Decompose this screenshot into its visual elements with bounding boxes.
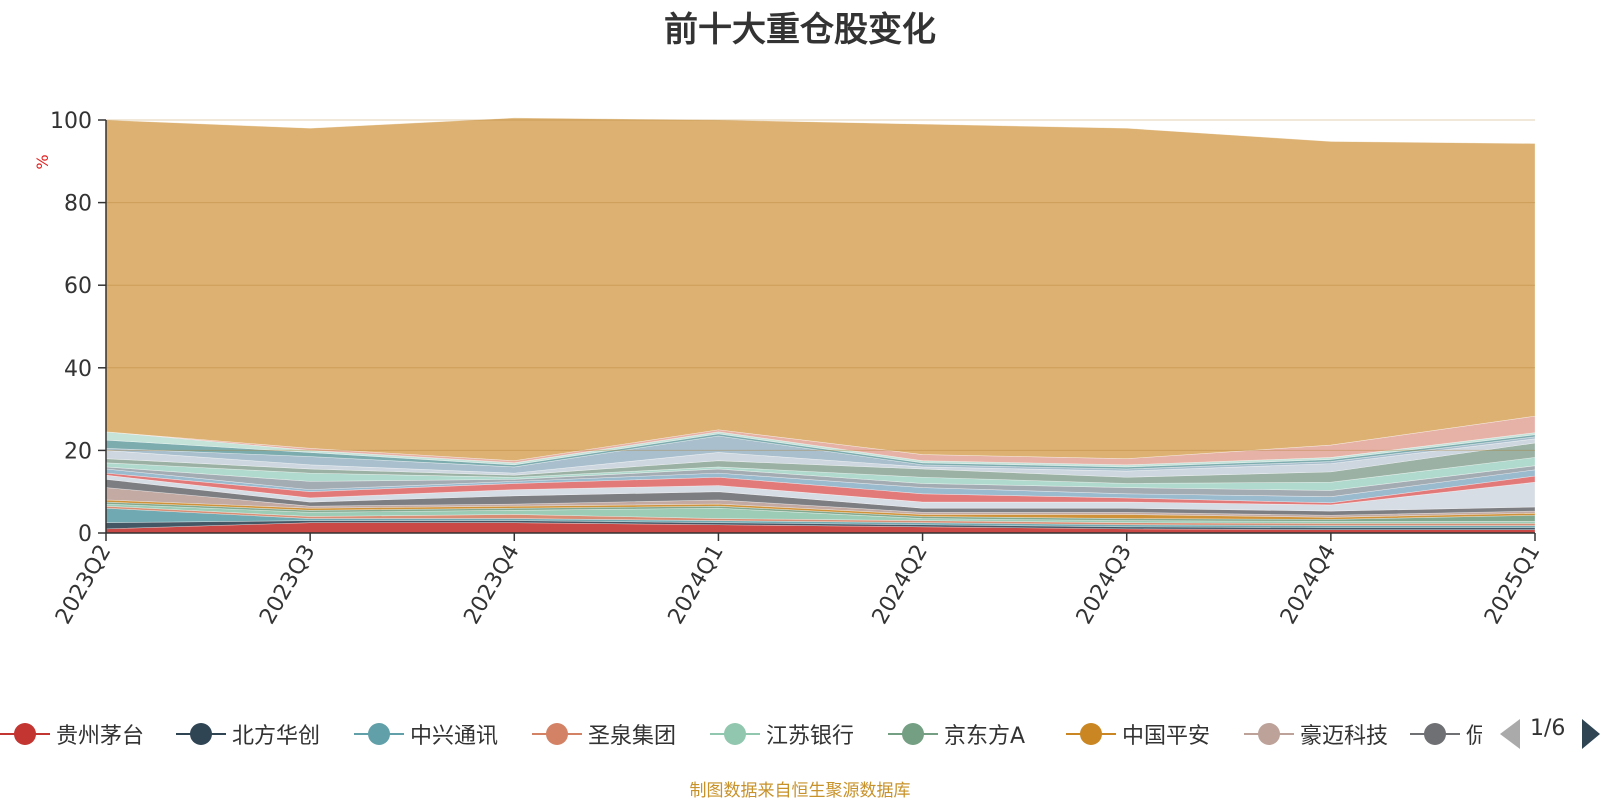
legend-item[interactable]: 中兴通讯 [354,714,498,754]
chart-title: 前十大重仓股变化 [664,10,936,50]
legend-marker-icon [710,722,760,746]
legend-label: 豪迈科技 [1300,724,1389,749]
legend-item[interactable]: 贵州茅台 [0,714,144,754]
legend-label: 中兴通讯 [410,724,499,749]
legend-marker-icon [532,722,582,746]
y-tick-label: 100 [50,109,92,134]
legend-item[interactable]: 京东方A [888,714,1025,754]
legend-next-page-icon[interactable] [1582,719,1600,749]
legend: 贵州茅台 北方华创 中兴通讯 圣泉集团 江苏银行 京东方A 中国平安 豪迈科技 侃 [0,714,1600,754]
legend-item[interactable]: 北方华创 [176,714,320,754]
legend-marker-icon [0,722,50,746]
x-tick-label: 2024Q2 [868,541,933,629]
legend-label: 中国平安 [1122,724,1211,749]
y-tick-label: 0 [78,522,92,547]
legend-marker-icon [176,722,226,746]
legend-marker-icon [888,722,938,746]
x-tick-label: 2024Q1 [664,541,729,629]
y-tick-label: 40 [64,357,92,382]
x-tick-label: 2023Q3 [255,541,320,629]
legend-label: 江苏银行 [766,724,855,749]
data-source-footnote: 制图数据来自恒生聚源数据库 [689,781,911,801]
legend-items: 贵州茅台 北方华创 中兴通讯 圣泉集团 江苏银行 京东方A 中国平安 豪迈科技 侃 [0,714,1482,754]
y-tick-label: 80 [64,192,92,217]
y-tick-label: 20 [64,439,92,464]
legend-page-indicator: 1/6 [1530,716,1566,741]
legend-label: 贵州茅台 [56,724,145,749]
legend-item[interactable]: 中国平安 [1066,714,1210,754]
legend-item[interactable]: 豪迈科技 [1244,714,1388,754]
legend-label: 北方华创 [232,724,321,749]
legend-label: 圣泉集团 [588,724,677,749]
x-tick-label: 2024Q4 [1276,541,1341,629]
y-tick-label: 60 [64,274,92,299]
legend-marker-icon [354,722,404,746]
area-series-layer [105,117,1536,534]
legend-marker-icon [1066,722,1116,746]
legend-marker-icon [1244,722,1294,746]
y-axis-label: % [33,154,52,169]
x-tick-label: 2025Q1 [1480,541,1545,629]
x-tick-label: 2024Q3 [1072,541,1137,629]
area-series-20 [105,117,1536,462]
legend-label: 京东方A [944,724,1026,749]
legend-item[interactable]: 江苏银行 [710,714,854,754]
legend-item[interactable]: 侃 [1410,714,1482,754]
x-tick-label: 2023Q4 [459,541,524,629]
legend-label: 侃 [1466,724,1482,749]
stacked-area-chart: 0 20 40 60 80 100 2023Q2 2023Q3 2023Q4 2024Q1 2024… [33,109,1545,629]
legend-marker-icon [1410,722,1460,746]
x-tick-label: 2023Q2 [51,541,116,629]
legend-item[interactable]: 圣泉集团 [532,714,676,754]
legend-prev-page-icon[interactable] [1500,719,1520,749]
